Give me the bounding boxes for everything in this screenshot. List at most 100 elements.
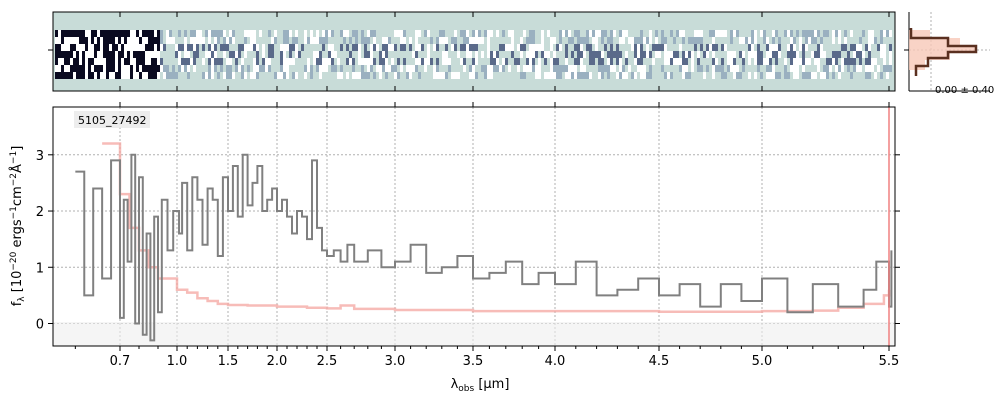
- two-d-pixel: [145, 72, 148, 79]
- two-d-pixel: [310, 51, 313, 58]
- two-d-pixel: [850, 72, 853, 79]
- two-d-pixel: [418, 37, 421, 44]
- two-d-pixel: [199, 30, 202, 37]
- two-d-pixel: [559, 58, 562, 65]
- two-d-pixel: [259, 44, 262, 51]
- two-d-pixel: [208, 37, 211, 44]
- two-d-pixel: [550, 58, 553, 65]
- two-d-pixel: [760, 30, 763, 37]
- two-d-pixel: [349, 44, 352, 51]
- two-d-pixel: [646, 72, 649, 79]
- two-d-pixel: [313, 65, 316, 72]
- two-d-pixel: [91, 44, 94, 51]
- two-d-pixel: [772, 58, 775, 65]
- two-d-pixel: [628, 65, 631, 72]
- two-d-pixel: [538, 72, 541, 79]
- two-d-pixel: [523, 58, 526, 65]
- two-d-pixel: [469, 65, 472, 72]
- two-d-pixel: [787, 51, 790, 58]
- two-d-pixel: [649, 65, 652, 72]
- two-d-pixel: [739, 44, 742, 51]
- two-d-pixel: [61, 65, 64, 72]
- two-d-pixel: [694, 51, 697, 58]
- two-d-pixel: [727, 44, 730, 51]
- two-d-pixel: [778, 72, 781, 79]
- two-d-pixel: [649, 72, 652, 79]
- two-d-pixel: [241, 37, 244, 44]
- two-d-pixel: [685, 30, 688, 37]
- two-d-pixel: [841, 30, 844, 37]
- two-d-pixel: [571, 72, 574, 79]
- two-d-pixel: [538, 37, 541, 44]
- two-d-pixel: [883, 44, 886, 51]
- two-d-pixel: [550, 44, 553, 51]
- two-d-pixel: [61, 37, 64, 44]
- two-d-pixel: [505, 72, 508, 79]
- two-d-pixel: [406, 65, 409, 72]
- two-d-pixel: [88, 65, 91, 72]
- two-d-pixel: [184, 37, 187, 44]
- two-d-pixel: [526, 30, 529, 37]
- two-d-pixel: [265, 72, 268, 79]
- two-d-pixel: [241, 65, 244, 72]
- two-d-pixel: [478, 30, 481, 37]
- two-d-pixel: [739, 30, 742, 37]
- two-d-pixel: [472, 51, 475, 58]
- two-d-pixel: [739, 58, 742, 65]
- two-d-pixel: [787, 72, 790, 79]
- two-d-pixel: [262, 58, 265, 65]
- two-d-pixel: [613, 51, 616, 58]
- two-d-pixel: [367, 58, 370, 65]
- two-d-pixel: [250, 65, 253, 72]
- two-d-pixel: [181, 65, 184, 72]
- two-d-pixel: [394, 44, 397, 51]
- two-d-pixel: [355, 58, 358, 65]
- two-d-pixel: [73, 58, 76, 65]
- two-d-pixel: [832, 58, 835, 65]
- two-d-pixel: [70, 51, 73, 58]
- two-d-pixel: [742, 37, 745, 44]
- two-d-pixel: [688, 72, 691, 79]
- two-d-pixel: [199, 65, 202, 72]
- two-d-pixel: [679, 44, 682, 51]
- two-d-pixel: [217, 44, 220, 51]
- two-d-pixel: [448, 72, 451, 79]
- two-d-pixel: [697, 72, 700, 79]
- two-d-pixel: [376, 30, 379, 37]
- two-d-pixel: [865, 65, 868, 72]
- two-d-pixel: [805, 30, 808, 37]
- two-d-pixel: [406, 51, 409, 58]
- two-d-pixel: [61, 72, 64, 79]
- two-d-pixel: [787, 58, 790, 65]
- two-d-pixel: [259, 58, 262, 65]
- two-d-pixel: [358, 51, 361, 58]
- two-d-pixel: [856, 65, 859, 72]
- two-d-pixel: [454, 72, 457, 79]
- two-d-pixel: [541, 65, 544, 72]
- two-d-pixel: [649, 30, 652, 37]
- two-d-pixel: [676, 44, 679, 51]
- two-d-pixel: [619, 51, 622, 58]
- x-tick-label: 1.5: [218, 354, 239, 369]
- two-d-pixel: [457, 37, 460, 44]
- two-d-pixel: [442, 44, 445, 51]
- two-d-pixel: [607, 72, 610, 79]
- two-d-pixel: [160, 58, 163, 65]
- two-d-pixel: [274, 65, 277, 72]
- two-d-pixel: [742, 72, 745, 79]
- two-d-pixel: [481, 51, 484, 58]
- two-d-pixel: [55, 58, 58, 65]
- two-d-pixel: [427, 37, 430, 44]
- two-d-pixel: [181, 37, 184, 44]
- two-d-pixel: [598, 58, 601, 65]
- two-d-pixel: [796, 65, 799, 72]
- two-d-pixel: [787, 30, 790, 37]
- two-d-pixel: [502, 37, 505, 44]
- two-d-pixel: [157, 44, 160, 51]
- two-d-pixel: [280, 65, 283, 72]
- two-d-pixel: [130, 44, 133, 51]
- two-d-pixel: [685, 58, 688, 65]
- two-d-pixel: [676, 37, 679, 44]
- two-d-pixel: [850, 44, 853, 51]
